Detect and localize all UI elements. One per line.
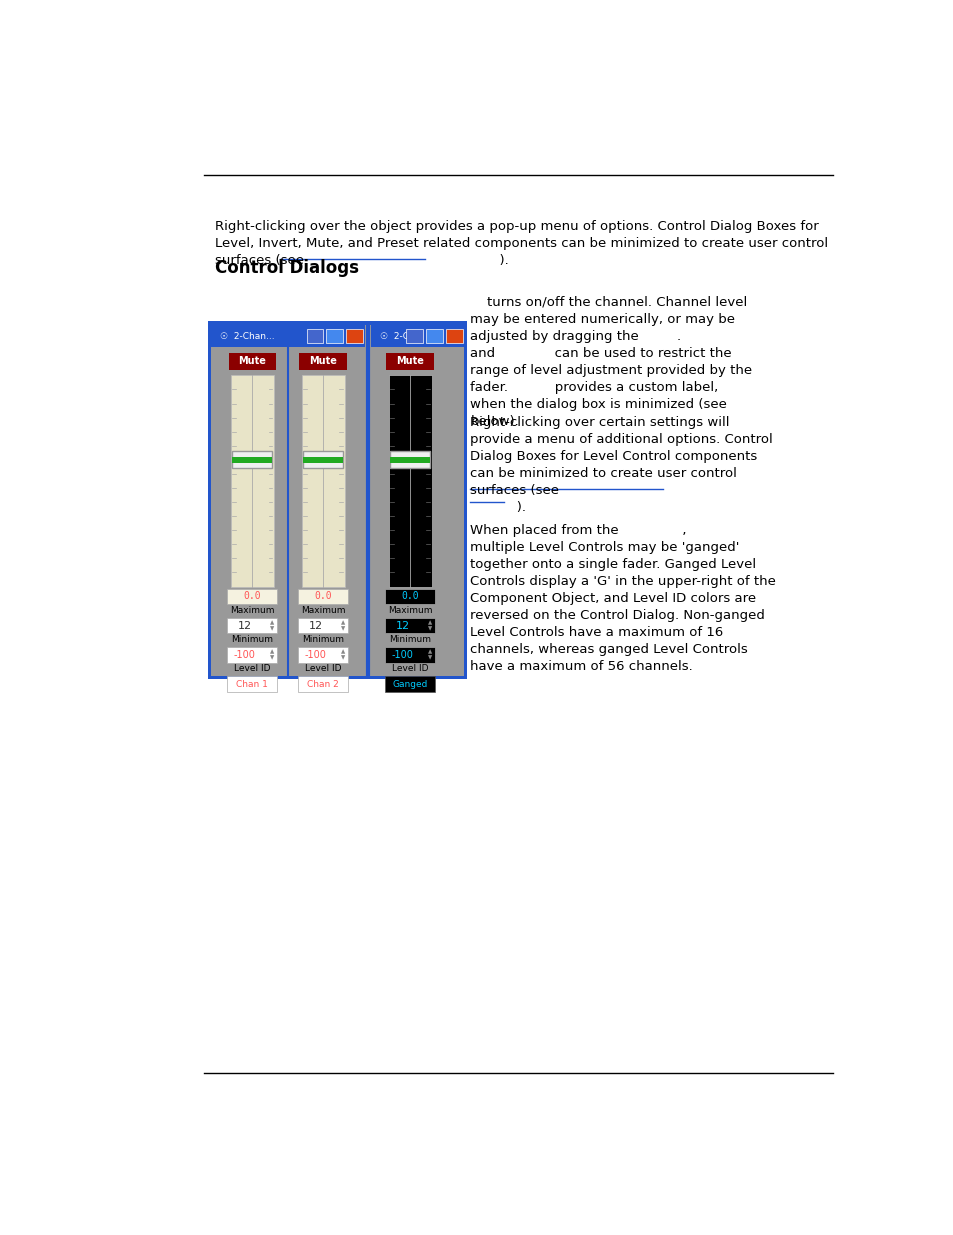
Text: Maximum: Maximum [230, 605, 274, 615]
Bar [303, 457, 343, 463]
Text: Maximum: Maximum [300, 605, 345, 615]
Text: ▲: ▲ [340, 620, 345, 625]
Bar [299, 353, 347, 370]
Bar [297, 647, 348, 662]
Text: Chan 1: Chan 1 [236, 679, 268, 689]
Bar [301, 374, 344, 587]
Bar [227, 677, 277, 692]
Text: Level ID: Level ID [233, 664, 271, 673]
Bar [229, 353, 275, 370]
Bar [211, 325, 464, 676]
Bar [211, 325, 364, 347]
Text: Control Dialogs: Control Dialogs [215, 259, 359, 278]
Text: -100: -100 [392, 650, 414, 659]
Text: Right-clicking over certain settings will
provide a menu of additional options. : Right-clicking over certain settings wil… [470, 416, 772, 514]
Text: Mute: Mute [309, 357, 336, 367]
Text: 12: 12 [237, 621, 252, 631]
Text: 0.0: 0.0 [401, 592, 418, 601]
Bar [227, 647, 277, 662]
Text: ▲: ▲ [427, 650, 432, 655]
Bar [306, 329, 323, 343]
Text: Minimum: Minimum [302, 635, 344, 643]
Text: ▼: ▼ [270, 656, 274, 661]
Bar [384, 647, 435, 662]
Text: ☉  2-C...: ☉ 2-C... [379, 331, 417, 341]
Text: ▼: ▼ [340, 656, 345, 661]
Bar [384, 677, 435, 692]
Bar [227, 618, 277, 634]
Text: 0.0: 0.0 [314, 592, 332, 601]
Bar [297, 618, 348, 634]
Text: ▲: ▲ [270, 620, 274, 625]
Text: turns on/off the channel. Channel level
may be entered numerically, or may be
ad: turns on/off the channel. Channel level … [470, 295, 752, 427]
Text: Ganged: Ganged [392, 679, 427, 689]
Bar [208, 321, 467, 679]
Text: Mute: Mute [395, 357, 423, 367]
Bar [390, 451, 430, 468]
Bar [231, 374, 274, 587]
Text: 0.0: 0.0 [243, 592, 261, 601]
Text: -100: -100 [305, 650, 326, 659]
Text: ☉  2-Chan...: ☉ 2-Chan... [219, 331, 274, 341]
Text: ▲: ▲ [270, 650, 274, 655]
Text: Mute: Mute [238, 357, 266, 367]
Text: Minimum: Minimum [231, 635, 273, 643]
Bar [326, 329, 343, 343]
Bar [346, 329, 363, 343]
Bar [390, 457, 430, 463]
Text: Level ID: Level ID [305, 664, 341, 673]
Text: 12: 12 [309, 621, 322, 631]
Text: Level ID: Level ID [392, 664, 428, 673]
Text: Minimum: Minimum [389, 635, 431, 643]
Text: 12: 12 [395, 621, 409, 631]
Text: ▲: ▲ [427, 620, 432, 625]
Text: ▼: ▼ [427, 656, 432, 661]
Text: Right-clicking over the object provides a pop-up menu of options. Control Dialog: Right-clicking over the object provides … [215, 220, 827, 267]
Text: ▼: ▼ [340, 626, 345, 631]
Text: ▼: ▼ [270, 626, 274, 631]
Bar [388, 374, 431, 587]
Text: Maximum: Maximum [388, 605, 432, 615]
Text: -100: -100 [233, 650, 255, 659]
Bar [233, 457, 272, 463]
Text: ▼: ▼ [427, 626, 432, 631]
Bar [371, 325, 464, 347]
Bar [297, 677, 348, 692]
Bar [425, 329, 442, 343]
Bar [303, 451, 343, 468]
Bar [384, 589, 435, 604]
Bar [297, 589, 348, 604]
Bar [384, 618, 435, 634]
Text: Chan 2: Chan 2 [307, 679, 338, 689]
Bar [233, 451, 272, 468]
Text: ▲: ▲ [340, 650, 345, 655]
Bar [227, 589, 277, 604]
Bar [386, 353, 434, 370]
Text: When placed from the               ,
multiple Level Controls may be 'ganged'
tog: When placed from the , multiple Level Co… [470, 524, 776, 673]
Bar [445, 329, 462, 343]
Bar [406, 329, 422, 343]
